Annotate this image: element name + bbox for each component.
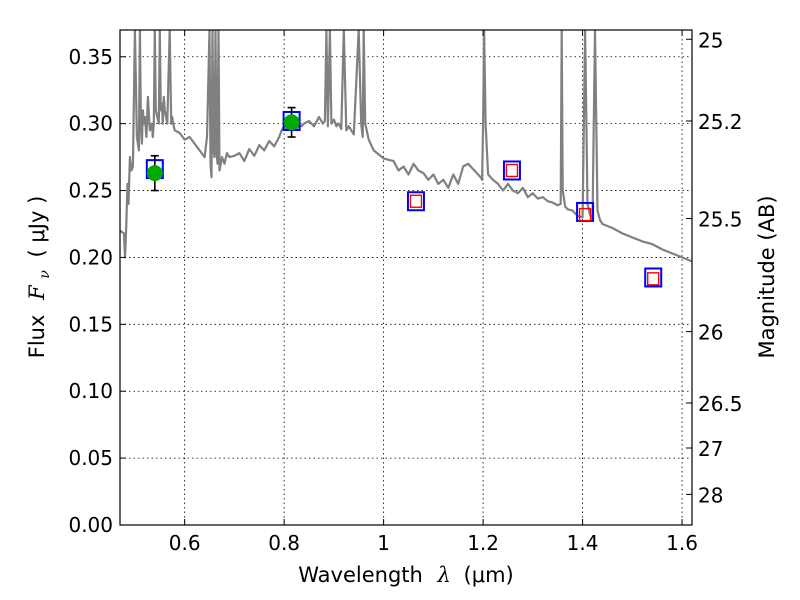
- y-axis-label-subscript: ν: [37, 270, 53, 279]
- plot-area: [120, 30, 692, 288]
- y2-tick-label: 26.5: [698, 392, 743, 416]
- y2-tick-label: 27: [698, 437, 723, 461]
- y-tick-label: 0.25: [68, 179, 113, 203]
- x-tick-label: 1.2: [467, 531, 499, 555]
- upper-limit-marker: [578, 207, 592, 222]
- photometry-point: [283, 114, 300, 131]
- x-tick-label: 1.6: [666, 531, 698, 555]
- y2-tick-label: 28: [698, 483, 723, 507]
- y-axis-label-text: Flux: [25, 315, 49, 359]
- y-axis-label: Flux F ν ( μJy ): [25, 196, 54, 359]
- x-axis-label-unit: (μm): [464, 563, 514, 587]
- x-tick-label: 0.8: [268, 531, 300, 555]
- x-tick-label: 1.4: [567, 531, 599, 555]
- y2-axis-label: Magnitude (AB): [755, 195, 779, 358]
- model-band-marker: [644, 267, 663, 288]
- x-axis-label: Wavelength λ (μm): [298, 563, 513, 587]
- y-tick-label: 0.35: [68, 45, 113, 69]
- y-tick-label: 0.10: [68, 379, 113, 403]
- y2-tick-label: 25.2: [698, 110, 743, 134]
- axes-ticks: 0.6 0.8 1 1.2 1.4 1.6 0.00 0.05 0.10 0.15 0.20 0.25…: [68, 28, 742, 555]
- y2-tick-label: 26: [698, 321, 723, 345]
- y-tick-label: 0.30: [68, 112, 113, 136]
- plot-frame: [119, 29, 693, 526]
- x-axis-label-text: Wavelength: [298, 563, 423, 587]
- y-axis-label-unit: ( μJy ): [25, 196, 49, 258]
- y-tick-label: 0.20: [68, 245, 113, 269]
- y-tick-label: 0.15: [68, 312, 113, 336]
- y-tick-label: 0.05: [68, 446, 113, 470]
- y-tick-label: 0.00: [68, 513, 113, 537]
- photometry-point: [146, 165, 163, 182]
- upper-limit-marker: [647, 272, 660, 286]
- grid: [120, 30, 692, 526]
- upper-limit-marker: [409, 194, 423, 208]
- x-axis-label-symbol: λ: [437, 563, 451, 587]
- y-axis-label-symbol: F: [25, 284, 49, 301]
- upper-limit-marker: [505, 163, 519, 178]
- y2-tick-label: 25.5: [698, 208, 743, 232]
- y2-tick-label: 25: [698, 28, 723, 52]
- x-tick-label: 0.6: [169, 531, 201, 555]
- x-tick-label: 1: [377, 531, 390, 555]
- model-band-marker: [502, 160, 521, 181]
- model-band-marker: [406, 191, 425, 212]
- model-spectrum-line: [120, 30, 692, 263]
